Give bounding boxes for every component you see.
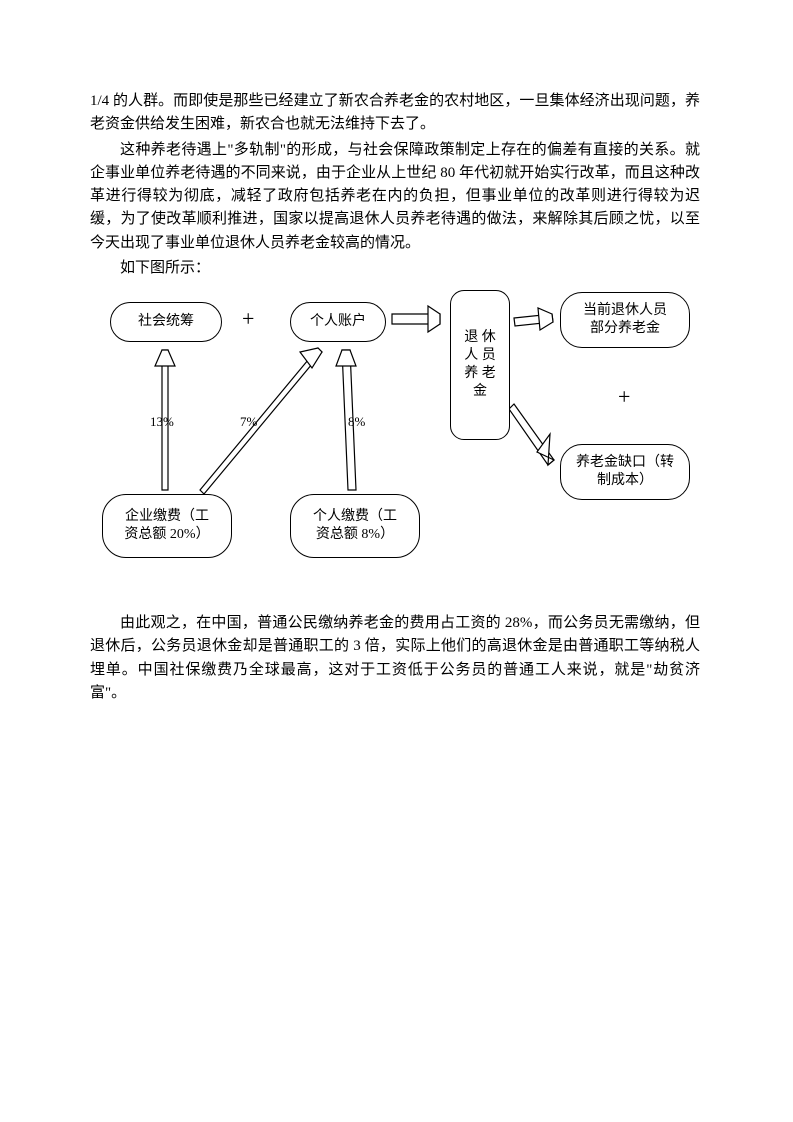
paragraph-4: 由此观之，在中国，普通公民缴纳养老金的费用占工资的 28%，而公务员无需缴纳，但… bbox=[90, 612, 700, 705]
page-content: 1/4 的人群。而即使是那些已经建立了新农合养老金的农村地区，一旦集体经济出现问… bbox=[90, 90, 700, 707]
node-individual-contribution: 个人缴费（工 资总额 8%） bbox=[290, 494, 420, 558]
retiree-to-current-head bbox=[538, 308, 553, 330]
node-personal-account: 个人账户 bbox=[290, 302, 386, 342]
retiree-to-gap-shaft bbox=[509, 404, 554, 465]
enterprise-to-personal-head bbox=[300, 348, 322, 368]
pension-flowchart: 社会统筹 个人账户 退 休 人 员 养 老 金当前退休人员 部分养老金养老金缺口（转… bbox=[90, 284, 700, 604]
retiree-to-current-shaft bbox=[514, 314, 553, 326]
node-current-retirees: 当前退休人员 部分养老金 bbox=[560, 292, 690, 348]
label-13pct: 13% bbox=[150, 414, 174, 430]
paragraph-1: 1/4 的人群。而即使是那些已经建立了新农合养老金的农村地区，一旦集体经济出现问… bbox=[90, 90, 700, 137]
personal-to-retiree-shaft bbox=[392, 314, 440, 324]
plus-right: + bbox=[618, 384, 630, 410]
enterprise-to-social-head bbox=[155, 350, 175, 366]
label-8pct: 8% bbox=[348, 414, 365, 430]
paragraph-2: 这种养老待遇上"多轨制"的形成，与社会保障政策制定上存在的偏差有直接的关系。就企… bbox=[90, 139, 700, 255]
enterprise-to-personal-shaft bbox=[200, 348, 322, 494]
retiree-to-gap-head bbox=[537, 434, 554, 465]
node-social-pool: 社会统筹 bbox=[110, 302, 222, 342]
plus-top: + bbox=[242, 306, 254, 332]
label-7pct: 7% bbox=[240, 414, 257, 430]
individual-to-personal-head bbox=[336, 350, 356, 366]
paragraph-3: 如下图所示： bbox=[90, 257, 700, 280]
personal-to-retiree-head bbox=[428, 306, 440, 332]
node-enterprise-contribution: 企业缴费（工 资总额 20%） bbox=[102, 494, 232, 558]
node-retiree-pension: 退 休 人 员 养 老 金 bbox=[450, 290, 510, 440]
node-pension-gap: 养老金缺口（转 制成本） bbox=[560, 444, 690, 500]
